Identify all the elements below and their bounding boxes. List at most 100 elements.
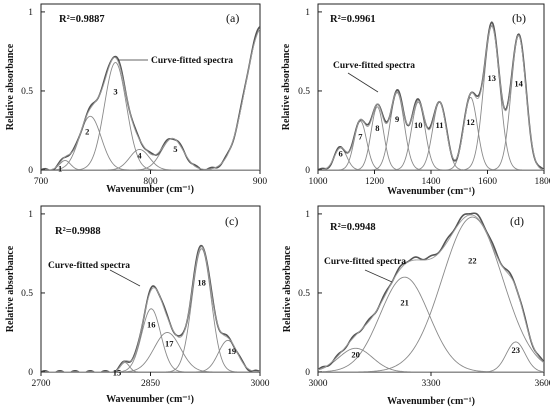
y-tick-label: 1 [305,210,310,220]
panel-c-fitted-spectrum [41,246,260,372]
peak-label-14: 14 [514,79,523,89]
panel-a-curves [41,26,260,170]
panel-b-fitted-spectrum [318,24,544,170]
panel-c-component-peak-18 [41,248,260,372]
panel-d-peak-labels: 20 21 22 23 [351,256,520,360]
panel-b-component-peak-6 [318,147,544,170]
peak-label-18: 18 [197,278,206,288]
peak-label-10: 10 [414,120,423,130]
peak-label-15: 15 [113,367,122,377]
y-tick-label: 0.5 [21,289,33,299]
panel-a-component-peak-2 [41,115,260,170]
panel-a-frame [40,3,261,171]
peak-label-16: 16 [147,320,156,330]
panel-b-component-peak-10 [318,101,544,170]
panel-c-peak-labels: 15 16 17 18 19 [113,278,236,378]
peak-label-4: 4 [137,151,142,161]
panel-d-yticks: 00.51 [298,210,322,378]
x-tick-label: 800 [143,177,158,187]
panel-c-xticks: 2700 2850 3000 [32,372,270,389]
panel-a-fitted-spectrum [41,28,260,170]
peak-label-7: 7 [358,132,363,142]
x-tick-label: 3000 [251,379,270,389]
y-tick-label: 1 [305,8,310,18]
panel-c-component-peak-19 [41,339,260,372]
panel-d-component-peak-23 [318,341,544,372]
peak-label-9: 9 [395,114,399,124]
panel-c-xlabel: Wavenumber (cm⁻¹) [106,394,194,405]
panel-b-component-peak-14 [318,35,544,170]
panel-a-ylabel: Relative absorbance [5,43,16,130]
panel-c-fit-leader [109,269,141,287]
peak-label-6: 6 [338,148,342,158]
panel-d-xlabel: Wavenumber (cm⁻¹) [387,396,475,407]
panel-c-r-squared: R²=0.9988 [55,226,101,237]
peak-label-20: 20 [351,349,360,359]
panel-a-fit-label: Curve-fitted spectra [151,56,233,66]
x-tick-label: 2850 [141,379,160,389]
peak-label-13: 13 [487,73,496,83]
peak-label-8: 8 [375,123,379,133]
peak-label-23: 23 [512,345,521,355]
x-tick-label: 900 [253,177,268,187]
panel-a-xlabel: Wavenumber (cm⁻¹) [106,184,194,195]
panel-b-letter: (b) [512,11,526,25]
x-tick-label: 700 [34,177,49,187]
panel-a-component-peak-5 [41,137,260,170]
y-tick-label: 0.5 [21,87,33,97]
panel-c-yticks: 00.51 [21,210,45,378]
x-tick-label: 1600 [478,177,497,187]
x-tick-label: 3000 [309,379,328,389]
y-tick-label: 0 [28,166,33,176]
peak-label-12: 12 [466,117,475,127]
panel-d-measured-spectrum [318,212,544,371]
panel-b-r-squared: R²=0.9961 [330,14,376,25]
peak-label-11: 11 [435,120,443,130]
panel-d-fit-label: Curve-fitted spectra [324,257,406,267]
peak-label-5: 5 [173,144,177,154]
panel-d-r-squared: R²=0.9948 [330,222,376,233]
panel-c-measured-spectrum [41,244,260,372]
x-tick-label: 1000 [309,177,328,187]
panel-b-curves [318,21,544,170]
panel-c-component-peak-17 [41,332,260,372]
panel-a-letter: (a) [226,11,239,25]
y-tick-label: 0.5 [298,87,310,97]
panel-b-component-peak-11 [318,101,544,170]
panel-a-component-peak-4 [41,148,260,170]
panel-c-ylabel: Relative absorbance [5,245,16,332]
panel-b-yticks: 00.51 [298,8,322,176]
panel-b-component-peak-13 [318,25,544,170]
panel-b-ylabel: Relative absorbance [281,43,292,130]
peak-label-3: 3 [113,87,117,97]
panel-d-component-peak-20 [318,347,544,372]
peak-label-21: 21 [400,298,409,308]
peak-label-19: 19 [228,346,237,356]
x-tick-label: 2700 [32,379,51,389]
panel-d-ylabel: Relative absorbance [282,245,293,332]
x-tick-label: 1400 [422,177,441,187]
panel-c-component-peak-16 [41,308,260,372]
peak-label-2: 2 [85,126,89,136]
panel-a-yticks: 00.51 [21,8,45,176]
y-tick-label: 0.5 [298,289,310,299]
panel-d-letter: (d) [510,214,524,228]
x-tick-label: 1200 [365,177,384,187]
panel-d-component-peak-21 [318,276,544,372]
panel-a-peak-labels: 1 2 3 4 5 [58,87,178,174]
y-tick-label: 0 [28,368,33,378]
peak-label-22: 22 [468,256,477,266]
panel-d-fit-leader [364,269,393,283]
panel-c-fit-label: Curve-fitted spectra [48,261,130,271]
y-tick-label: 0 [305,166,310,176]
panel-b-peak-labels: 6 7 8 9 10 11 12 13 14 [338,73,523,158]
